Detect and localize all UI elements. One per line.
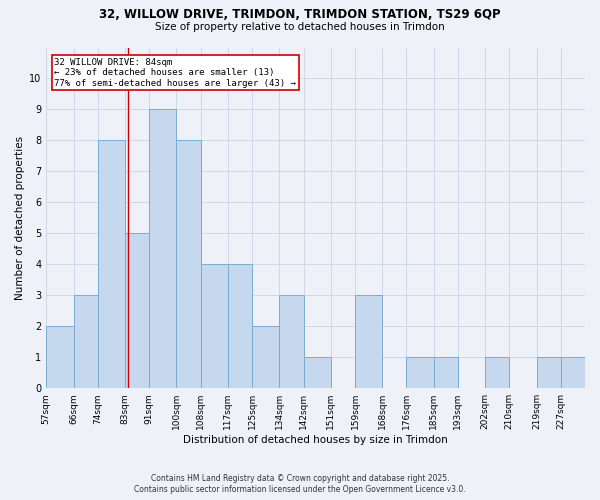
Bar xyxy=(561,357,585,388)
Bar xyxy=(200,264,228,388)
Text: 32, WILLOW DRIVE, TRIMDON, TRIMDON STATION, TS29 6QP: 32, WILLOW DRIVE, TRIMDON, TRIMDON STATI… xyxy=(99,8,501,21)
Text: Size of property relative to detached houses in Trimdon: Size of property relative to detached ho… xyxy=(155,22,445,32)
Y-axis label: Number of detached properties: Number of detached properties xyxy=(15,136,25,300)
Text: Contains HM Land Registry data © Crown copyright and database right 2025.
Contai: Contains HM Land Registry data © Crown c… xyxy=(134,474,466,494)
Bar xyxy=(406,357,434,388)
Bar xyxy=(536,357,561,388)
Bar xyxy=(280,296,304,388)
Bar xyxy=(252,326,280,388)
Bar xyxy=(485,357,509,388)
Bar xyxy=(98,140,125,388)
Bar xyxy=(74,296,98,388)
Text: 32 WILLOW DRIVE: 84sqm
← 23% of detached houses are smaller (13)
77% of semi-det: 32 WILLOW DRIVE: 84sqm ← 23% of detached… xyxy=(55,58,296,88)
Bar xyxy=(125,234,149,388)
Bar xyxy=(176,140,200,388)
X-axis label: Distribution of detached houses by size in Trimdon: Distribution of detached houses by size … xyxy=(183,435,448,445)
Bar xyxy=(304,357,331,388)
Bar xyxy=(434,357,458,388)
Bar xyxy=(149,110,176,388)
Bar xyxy=(46,326,74,388)
Bar xyxy=(355,296,382,388)
Bar xyxy=(228,264,252,388)
